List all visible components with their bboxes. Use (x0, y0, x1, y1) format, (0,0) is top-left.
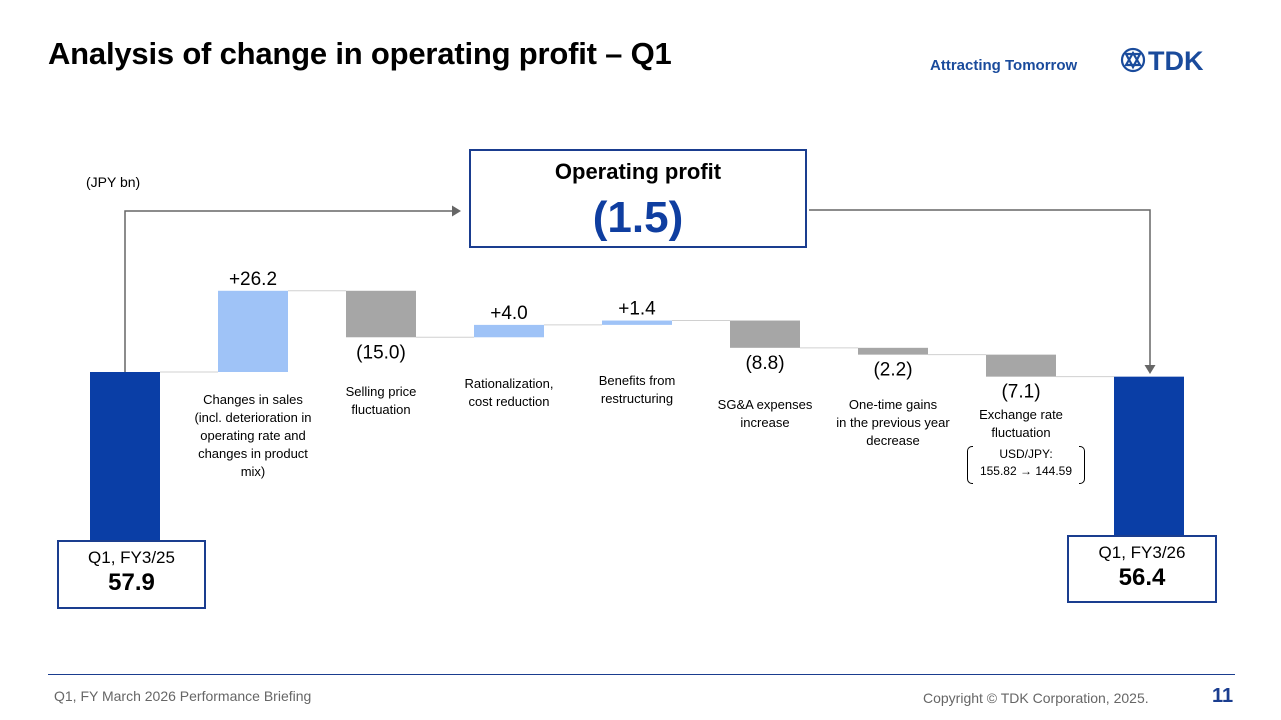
brand-tagline: Attracting Tomorrow (930, 57, 1078, 74)
operating-profit-summary: Operating profit (1.5) (469, 149, 807, 248)
start-label: Q1, FY3/25 (88, 548, 175, 567)
fx-note-line2: 155.82 → 144.59 (979, 464, 1073, 478)
category-line: Rationalization, (464, 376, 554, 391)
bar-step-1 (218, 290, 288, 372)
page-number: 11 (1212, 685, 1234, 707)
tdk-logo-icon (1120, 47, 1146, 73)
category-line: One-time gains (848, 397, 938, 412)
category-line: Changes in sales (203, 392, 303, 407)
end-value: 56.4 (1118, 564, 1166, 591)
value-label-3: +4.0 (490, 303, 528, 324)
value-label-2: (15.0) (356, 342, 406, 363)
start-value-box: Q1, FY3/25 57.9 (57, 540, 206, 609)
tdk-logo-text: TDK (1148, 46, 1204, 76)
fx-bracket-right (1079, 446, 1085, 484)
category-line: changes in product (198, 446, 308, 461)
summary-title: Operating profit (554, 159, 722, 184)
category-label-2: Selling price fluctuation (321, 383, 441, 419)
fx-note-line1: USD/JPY: (999, 447, 1053, 461)
bar-end-total (1114, 376, 1184, 540)
category-label-6: One-time gains in the previous year decrea… (823, 396, 963, 450)
value-labels: +26.2 (15.0) +4.0 +1.4 (8.8) (2.2) (7.1) (229, 269, 1041, 403)
bar-step-7 (986, 354, 1056, 377)
bar-start-total (90, 372, 160, 540)
category-line: mix) (240, 464, 266, 479)
category-line: Exchange rate (979, 407, 1063, 422)
bars (90, 290, 1184, 540)
footer-copyright: Copyright © TDK Corporation, 2025. (923, 690, 1149, 706)
start-value: 57.9 (108, 569, 155, 596)
category-line: restructuring (600, 391, 674, 406)
unit-label: (JPY bn) (86, 174, 141, 190)
category-label-5: SG&A expenses increase (705, 396, 825, 432)
bar-connectors (160, 290, 1114, 378)
category-line: cost reduction (468, 394, 550, 409)
end-value-box: Q1, FY3/26 56.4 (1067, 535, 1217, 603)
category-line: Benefits from (598, 373, 676, 388)
category-label-7: Exchange rate fluctuation (961, 406, 1081, 442)
category-line: in the previous year (836, 415, 950, 430)
category-line: increase (740, 415, 790, 430)
end-label: Q1, FY3/26 (1098, 543, 1186, 562)
arrow-left-head (452, 205, 461, 217)
category-label-3: Rationalization, cost reduction (449, 375, 569, 411)
value-label-1: +26.2 (229, 269, 277, 290)
category-line: (incl. deterioration in (194, 410, 312, 425)
arrow-right-head (1144, 365, 1156, 374)
footer-event: Q1, FY March 2026 Performance Briefing (54, 688, 312, 704)
category-label-1: Changes in sales (incl. deterioration in o… (173, 391, 333, 481)
bar-step-2 (346, 290, 416, 338)
category-label-4: Benefits from restructuring (577, 372, 697, 408)
bar-step-4 (602, 320, 672, 325)
bar-step-6 (858, 347, 928, 355)
page-title: Analysis of change in operating profit –… (48, 36, 672, 71)
bridge-arrows (124, 205, 1156, 374)
summary-value: (1.5) (592, 193, 684, 242)
category-line: decrease (866, 433, 920, 448)
tdk-logo: TDK (1120, 46, 1204, 76)
arrow-left-connector (124, 210, 459, 372)
category-line: fluctuation (991, 425, 1051, 440)
value-label-6: (2.2) (873, 360, 912, 381)
fx-rate-note: USD/JPY: 155.82 → 144.59 (967, 446, 1085, 484)
value-label-4: +1.4 (618, 299, 656, 320)
bar-step-5 (730, 320, 800, 348)
bar-step-3 (474, 324, 544, 338)
category-line: operating rate and (200, 428, 306, 443)
category-line: Selling price (345, 384, 417, 399)
fx-bracket-left (967, 446, 973, 484)
value-label-7: (7.1) (1001, 382, 1040, 403)
category-line: fluctuation (351, 402, 411, 417)
value-label-5: (8.8) (745, 353, 784, 374)
arrow-right-connector (809, 209, 1151, 366)
footer-divider (48, 674, 1235, 675)
category-line: SG&A expenses (717, 397, 813, 412)
